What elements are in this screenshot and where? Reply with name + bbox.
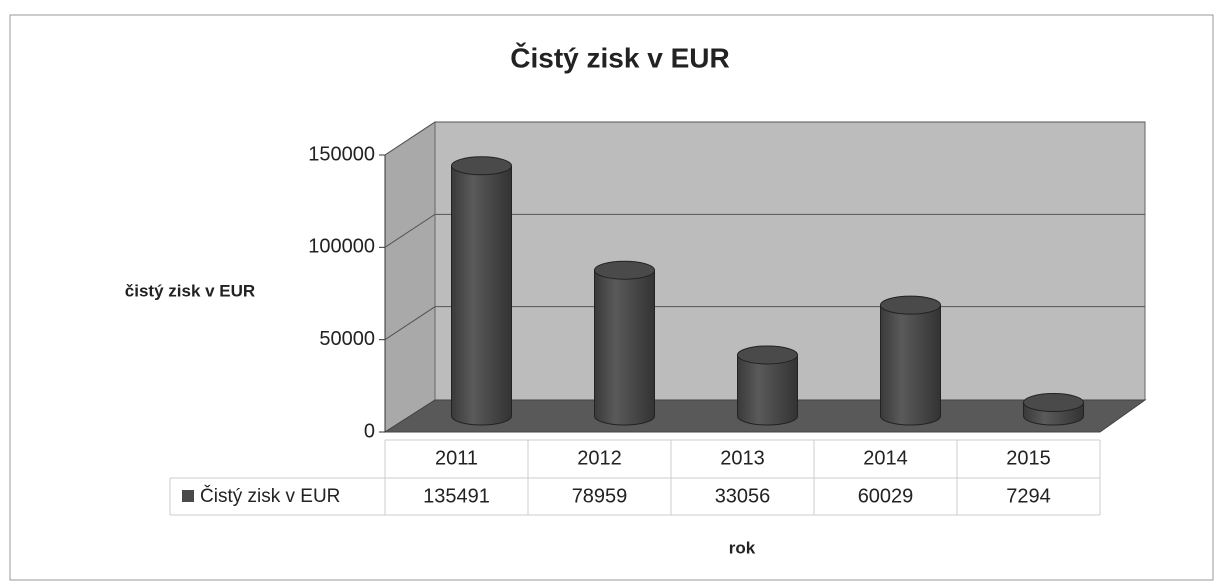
table-value: 7294	[1006, 485, 1051, 507]
y-tick-label: 50000	[319, 328, 375, 350]
x-axis-title: rok	[729, 538, 756, 557]
bar	[594, 260, 655, 426]
legend-swatch	[182, 490, 194, 502]
bar	[451, 156, 512, 426]
table-value: 135491	[423, 485, 490, 507]
y-axis-title: čistý zisk v EUR	[125, 281, 255, 300]
x-tick-label: 2011	[435, 447, 478, 469]
y-tick-label: 150000	[308, 143, 375, 165]
x-tick-label: 2014	[863, 447, 908, 469]
y-tick-label: 0	[364, 420, 375, 442]
grid-line	[384, 121, 1145, 156]
bar	[880, 295, 941, 426]
y-tick-label: 100000	[308, 236, 375, 258]
legend-label: Čistý zisk v EUR	[200, 485, 340, 507]
table-value: 60029	[858, 485, 914, 507]
table-value: 78959	[572, 485, 628, 507]
x-tick-label: 2012	[577, 447, 622, 469]
x-tick-label: 2015	[1006, 447, 1051, 469]
bar	[1023, 393, 1084, 426]
x-tick-label: 2013	[720, 447, 765, 469]
side-wall	[384, 121, 436, 433]
bar	[737, 345, 798, 426]
table-value: 33056	[715, 485, 771, 507]
grid-line	[384, 213, 1145, 248]
chart-title: Čistý zisk v EUR	[510, 41, 729, 73]
